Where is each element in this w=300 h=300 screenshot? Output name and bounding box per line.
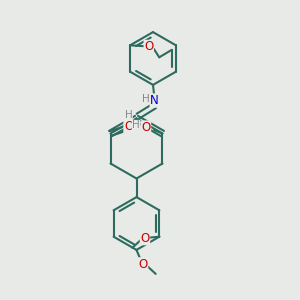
Text: O: O xyxy=(124,120,133,133)
Text: H: H xyxy=(142,94,150,104)
Text: H: H xyxy=(124,110,132,121)
Text: O: O xyxy=(140,232,150,245)
Text: O: O xyxy=(144,40,153,53)
Text: N: N xyxy=(150,94,159,107)
Text: O: O xyxy=(141,121,151,134)
Text: O: O xyxy=(139,258,148,271)
Text: H: H xyxy=(132,120,140,130)
